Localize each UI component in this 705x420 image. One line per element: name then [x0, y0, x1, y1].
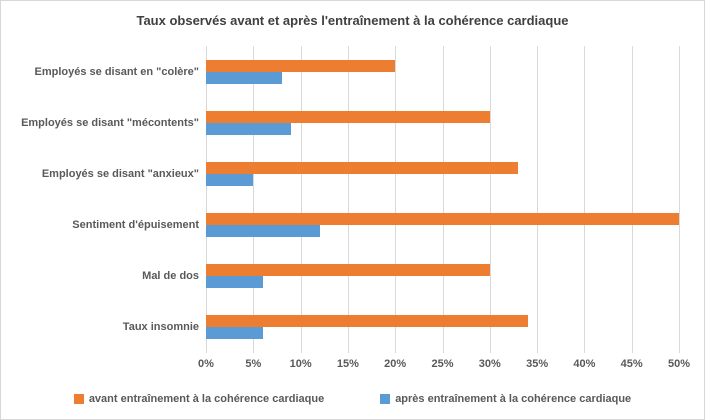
bar-avant[interactable]	[206, 161, 519, 174]
gridline	[253, 46, 255, 353]
value-axis: 0% 5% 10% 15% 20% 25% 30% 35% 40% 45% 50%	[198, 358, 690, 374]
legend-swatch-icon	[380, 394, 391, 404]
category-axis: Employés se disant en "colère" Employés s…	[7, 46, 199, 353]
x-tick-label: 30%	[478, 358, 501, 370]
gridline	[206, 46, 207, 353]
gridline	[395, 46, 397, 353]
bar-avant[interactable]	[206, 264, 490, 277]
bar-row	[206, 97, 679, 148]
x-tick-label: 10%	[289, 358, 312, 370]
x-tick-label: 0%	[198, 358, 214, 370]
legend-entry-apres[interactable]: après entraînement à la cohérence cardia…	[380, 393, 631, 405]
bar-apres[interactable]	[206, 327, 263, 340]
gridline	[489, 46, 491, 353]
bar-avant[interactable]	[206, 213, 679, 226]
bar-apres[interactable]	[206, 225, 320, 238]
bar-apres[interactable]	[206, 276, 263, 289]
gridline	[442, 46, 444, 353]
x-tick-label: 15%	[336, 358, 359, 370]
bar-avant[interactable]	[206, 59, 396, 72]
chart-title: Taux observés avant et après l'entraînem…	[136, 13, 569, 28]
x-tick-label: 5%	[245, 358, 262, 370]
category-label: Taux insomnie	[122, 321, 199, 334]
category-label: Mal de dos	[142, 270, 199, 283]
gridline	[300, 46, 302, 353]
category-label: Employés se disant en "colère"	[34, 65, 200, 78]
x-tick-label: 20%	[384, 358, 407, 370]
legend-label: avant entraînement à la cohérence cardia…	[88, 393, 325, 405]
category-label: Employés se disant "anxieux"	[41, 167, 199, 180]
bar-row	[206, 46, 679, 97]
bar-row	[206, 200, 679, 251]
category-label: Employés se disant "mécontents"	[21, 116, 199, 129]
gridline	[631, 46, 633, 353]
gridline	[537, 46, 539, 353]
bar-avant[interactable]	[206, 110, 490, 123]
gridline	[679, 46, 680, 353]
bar-row	[206, 251, 679, 302]
gridline	[347, 46, 349, 353]
bar-apres[interactable]	[206, 173, 254, 186]
bar-row	[206, 302, 679, 353]
x-tick-label: 40%	[573, 358, 596, 370]
x-tick-label: 25%	[431, 358, 454, 370]
plot-area	[206, 46, 680, 353]
legend-swatch-icon	[73, 394, 84, 404]
legend-entry-avant[interactable]: avant entraînement à la cohérence cardia…	[73, 393, 325, 405]
x-tick-label: 45%	[620, 358, 643, 370]
gridline	[584, 46, 586, 353]
bar-apres[interactable]	[206, 71, 282, 84]
legend: avant entraînement à la cohérence cardia…	[1, 393, 704, 405]
bar-avant[interactable]	[206, 315, 528, 328]
legend-label: après entraînement à la cohérence cardia…	[395, 393, 632, 405]
category-label: Sentiment d'épuisement	[72, 219, 199, 232]
x-tick-label: 35%	[526, 358, 549, 370]
bar-apres[interactable]	[206, 122, 292, 135]
x-tick-label: 50%	[667, 358, 691, 370]
bar-row	[206, 148, 679, 199]
